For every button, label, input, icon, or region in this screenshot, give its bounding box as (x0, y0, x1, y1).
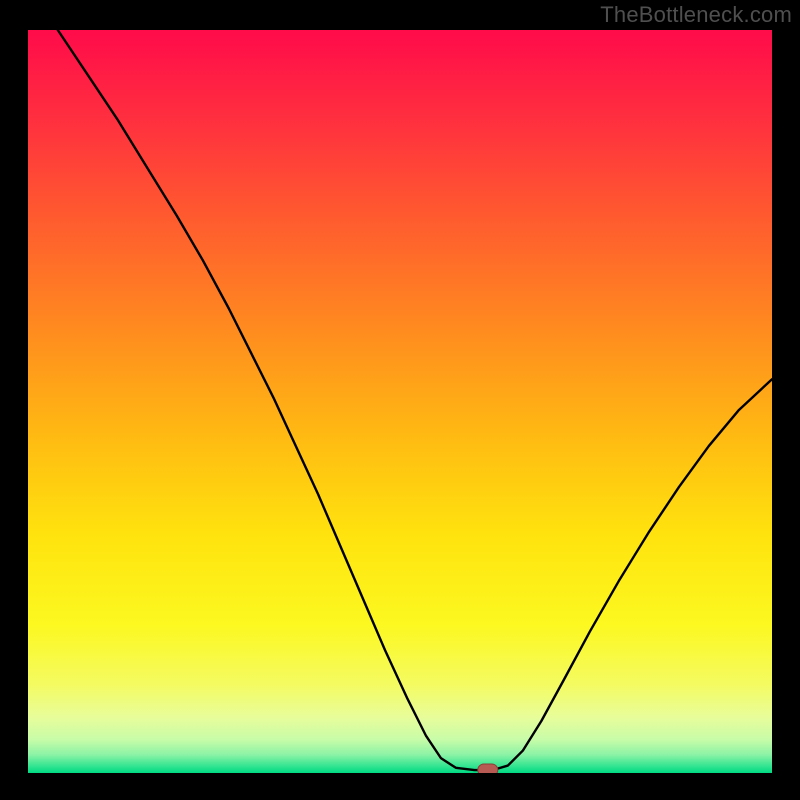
watermark-text: TheBottleneck.com (600, 2, 792, 28)
chart-stage: TheBottleneck.com (0, 0, 800, 800)
plot-background (28, 30, 772, 773)
bottleneck-chart (0, 0, 800, 800)
